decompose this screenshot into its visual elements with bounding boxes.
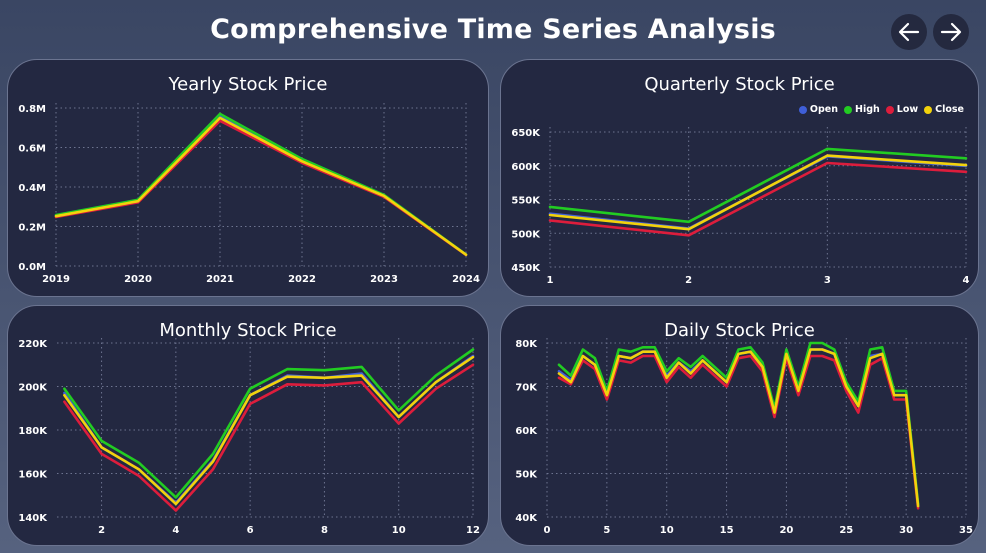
daily-chart: 40K 50K 60K 70K 80K 0 5 10 15 20 25 30 35 — [515, 338, 973, 536]
x-tick-label: 2 — [98, 525, 105, 536]
series-line-close[interactable] — [54, 116, 468, 256]
y-tick-label: 500K — [511, 229, 541, 240]
x-tick-label: 35 — [959, 525, 973, 536]
series-line-close[interactable] — [63, 355, 475, 506]
y-tick-label: 600K — [511, 162, 541, 173]
monthly-chart-panel: Monthly Stock Price 140K 160K 180K 200K 220K… — [7, 305, 489, 546]
legend-swatch-close — [924, 105, 933, 114]
legend-item-high[interactable]: High — [844, 104, 880, 115]
x-tick-label: 0 — [544, 525, 551, 536]
y-tick-label: 220K — [18, 339, 48, 350]
x-tick-label: 2024 — [452, 274, 480, 285]
x-tick-label: 10 — [392, 525, 406, 536]
x-tick-label: 30 — [899, 525, 913, 536]
yearly-chart-title: Yearly Stock Price — [168, 74, 328, 95]
x-tick-label: 3 — [824, 275, 831, 286]
series-line-high[interactable] — [557, 341, 920, 506]
x-tick-label: 2019 — [42, 274, 70, 285]
quarterly-legend: Open High Low Close — [798, 104, 964, 115]
y-tick-label: 650K — [511, 128, 541, 139]
yearly-chart-panel: Yearly Stock Price 0.0M 0.2M 0.4M 0.6M 0.8M 2… — [7, 59, 489, 297]
x-tick-label: 5 — [603, 525, 610, 536]
legend-swatch-high — [844, 105, 852, 114]
legend-label-open: Open — [809, 104, 838, 115]
x-tick-label: 2021 — [206, 274, 234, 285]
y-tick-label: 140K — [18, 513, 48, 524]
daily-chart-title: Daily Stock Price — [664, 320, 815, 341]
x-tick-label: 2023 — [370, 274, 398, 285]
x-tick-label: 12 — [466, 525, 480, 536]
x-tick-label: 4 — [172, 525, 179, 536]
y-tick-label: 0.6M — [18, 144, 46, 155]
monthly-chart: 140K 160K 180K 200K 220K 2 4 6 8 10 12 — [18, 338, 480, 536]
series-line-close[interactable] — [557, 348, 920, 508]
legend-item-close[interactable]: Close — [924, 104, 964, 115]
legend-label-high: High — [855, 104, 880, 115]
arrow-left-icon — [898, 22, 920, 42]
series-line-high[interactable] — [63, 348, 475, 499]
x-tick-label: 2 — [685, 275, 692, 286]
monthly-chart-title: Monthly Stock Price — [159, 320, 337, 341]
legend-swatch-low — [885, 105, 894, 114]
y-tick-label: 50K — [515, 470, 538, 481]
arrow-right-icon — [940, 22, 962, 42]
quarterly-chart-title: Quarterly Stock Price — [644, 74, 835, 95]
y-tick-label: 40K — [515, 513, 538, 524]
x-tick-label: 8 — [321, 525, 328, 536]
x-tick-label: 25 — [839, 525, 853, 536]
x-tick-label: 2020 — [124, 274, 152, 285]
series-line-high[interactable] — [548, 147, 968, 224]
y-tick-label: 0.8M — [18, 104, 46, 115]
series-line-low[interactable] — [548, 161, 968, 237]
yearly-chart: 0.0M 0.2M 0.4M 0.6M 0.8M 2019 2020 2021 2022 2023… — [18, 103, 480, 285]
quarterly-chart-panel: Quarterly Stock Price Open High Low Clos… — [500, 59, 979, 297]
back-button[interactable] — [891, 14, 927, 50]
y-tick-label: 0.2M — [18, 223, 46, 234]
y-tick-label: 80K — [515, 339, 538, 350]
legend-label-close: Close — [935, 104, 964, 115]
y-tick-label: 200K — [18, 383, 48, 394]
series-line-close[interactable] — [548, 154, 968, 231]
x-tick-label: 20 — [779, 525, 793, 536]
x-tick-label: 6 — [247, 525, 254, 536]
x-tick-label: 4 — [963, 275, 970, 286]
y-tick-label: 550K — [511, 196, 541, 207]
y-tick-label: 70K — [515, 383, 538, 394]
y-tick-label: 0.0M — [18, 262, 46, 273]
y-tick-label: 180K — [18, 426, 48, 437]
x-tick-label: 2022 — [288, 274, 316, 285]
y-tick-label: 60K — [515, 426, 538, 437]
y-tick-label: 450K — [511, 263, 541, 274]
series-line-high[interactable] — [54, 112, 468, 256]
y-tick-label: 0.4M — [18, 183, 46, 194]
y-tick-label: 160K — [18, 470, 48, 481]
legend-swatch-open — [798, 105, 807, 114]
forward-button[interactable] — [933, 14, 969, 50]
series-line-low[interactable] — [63, 363, 475, 512]
daily-chart-panel: Daily Stock Price 40K 50K 60K 70K 80K 0 5 10 15 2… — [500, 305, 979, 546]
x-tick-label: 1 — [547, 275, 554, 286]
x-tick-label: 15 — [720, 525, 734, 536]
legend-item-open[interactable]: Open — [798, 104, 838, 115]
page-title: Comprehensive Time Series Analysis — [210, 14, 776, 45]
x-tick-label: 10 — [660, 525, 674, 536]
legend-item-low[interactable]: Low — [885, 104, 919, 115]
quarterly-chart: 450K 500K 550K 600K 650K 1 2 3 4 — [511, 127, 970, 286]
legend-label-low: Low — [896, 104, 919, 115]
